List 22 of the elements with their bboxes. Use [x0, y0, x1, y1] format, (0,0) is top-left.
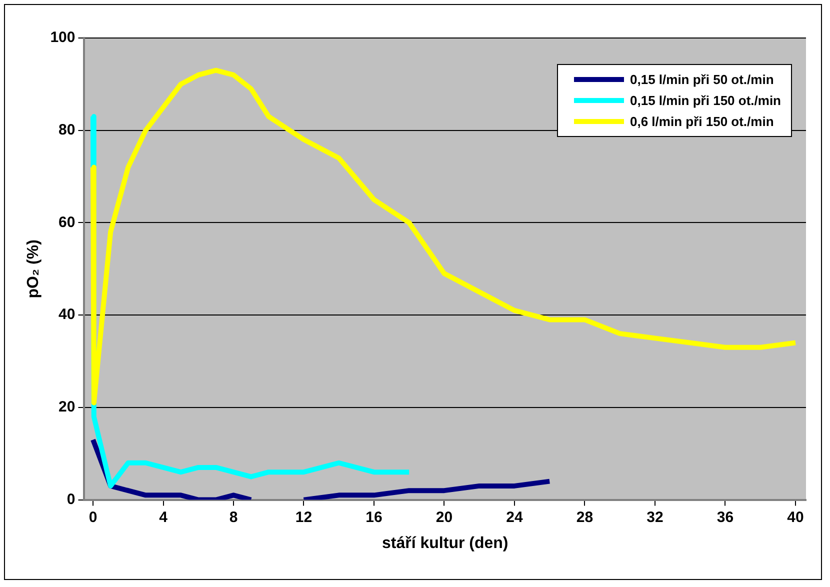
x-tick-label: 8 [229, 508, 238, 526]
x-tick-label: 36 [716, 508, 734, 526]
legend-label: 0,15 l/min při 50 ot./min [630, 72, 774, 87]
x-tick-label: 24 [506, 508, 524, 526]
x-tick-label: 16 [366, 508, 382, 526]
y-axis-title: pO₂ (%) [25, 240, 42, 298]
x-tick-label: 28 [576, 508, 594, 526]
y-tick-label: 20 [58, 398, 76, 416]
x-tick-label: 40 [787, 508, 804, 526]
x-axis-title: stáří kultur (den) [382, 534, 508, 552]
x-tick-label: 12 [295, 508, 312, 526]
y-tick-label: 40 [58, 306, 76, 324]
legend-label: 0,15 l/min při 150 ot./min [630, 93, 781, 108]
y-tick-label: 0 [66, 490, 76, 508]
y-tick-label: 100 [50, 29, 76, 46]
legend-label: 0,6 l/min při 150 ot./min [630, 114, 774, 129]
x-tick-label: 20 [436, 508, 453, 526]
y-tick-label: 80 [58, 122, 76, 138]
x-tick-label: 0 [88, 508, 98, 526]
x-tick-label: 4 [159, 508, 168, 526]
y-tick-label: 60 [58, 214, 76, 231]
x-tick-label: 32 [646, 508, 664, 526]
